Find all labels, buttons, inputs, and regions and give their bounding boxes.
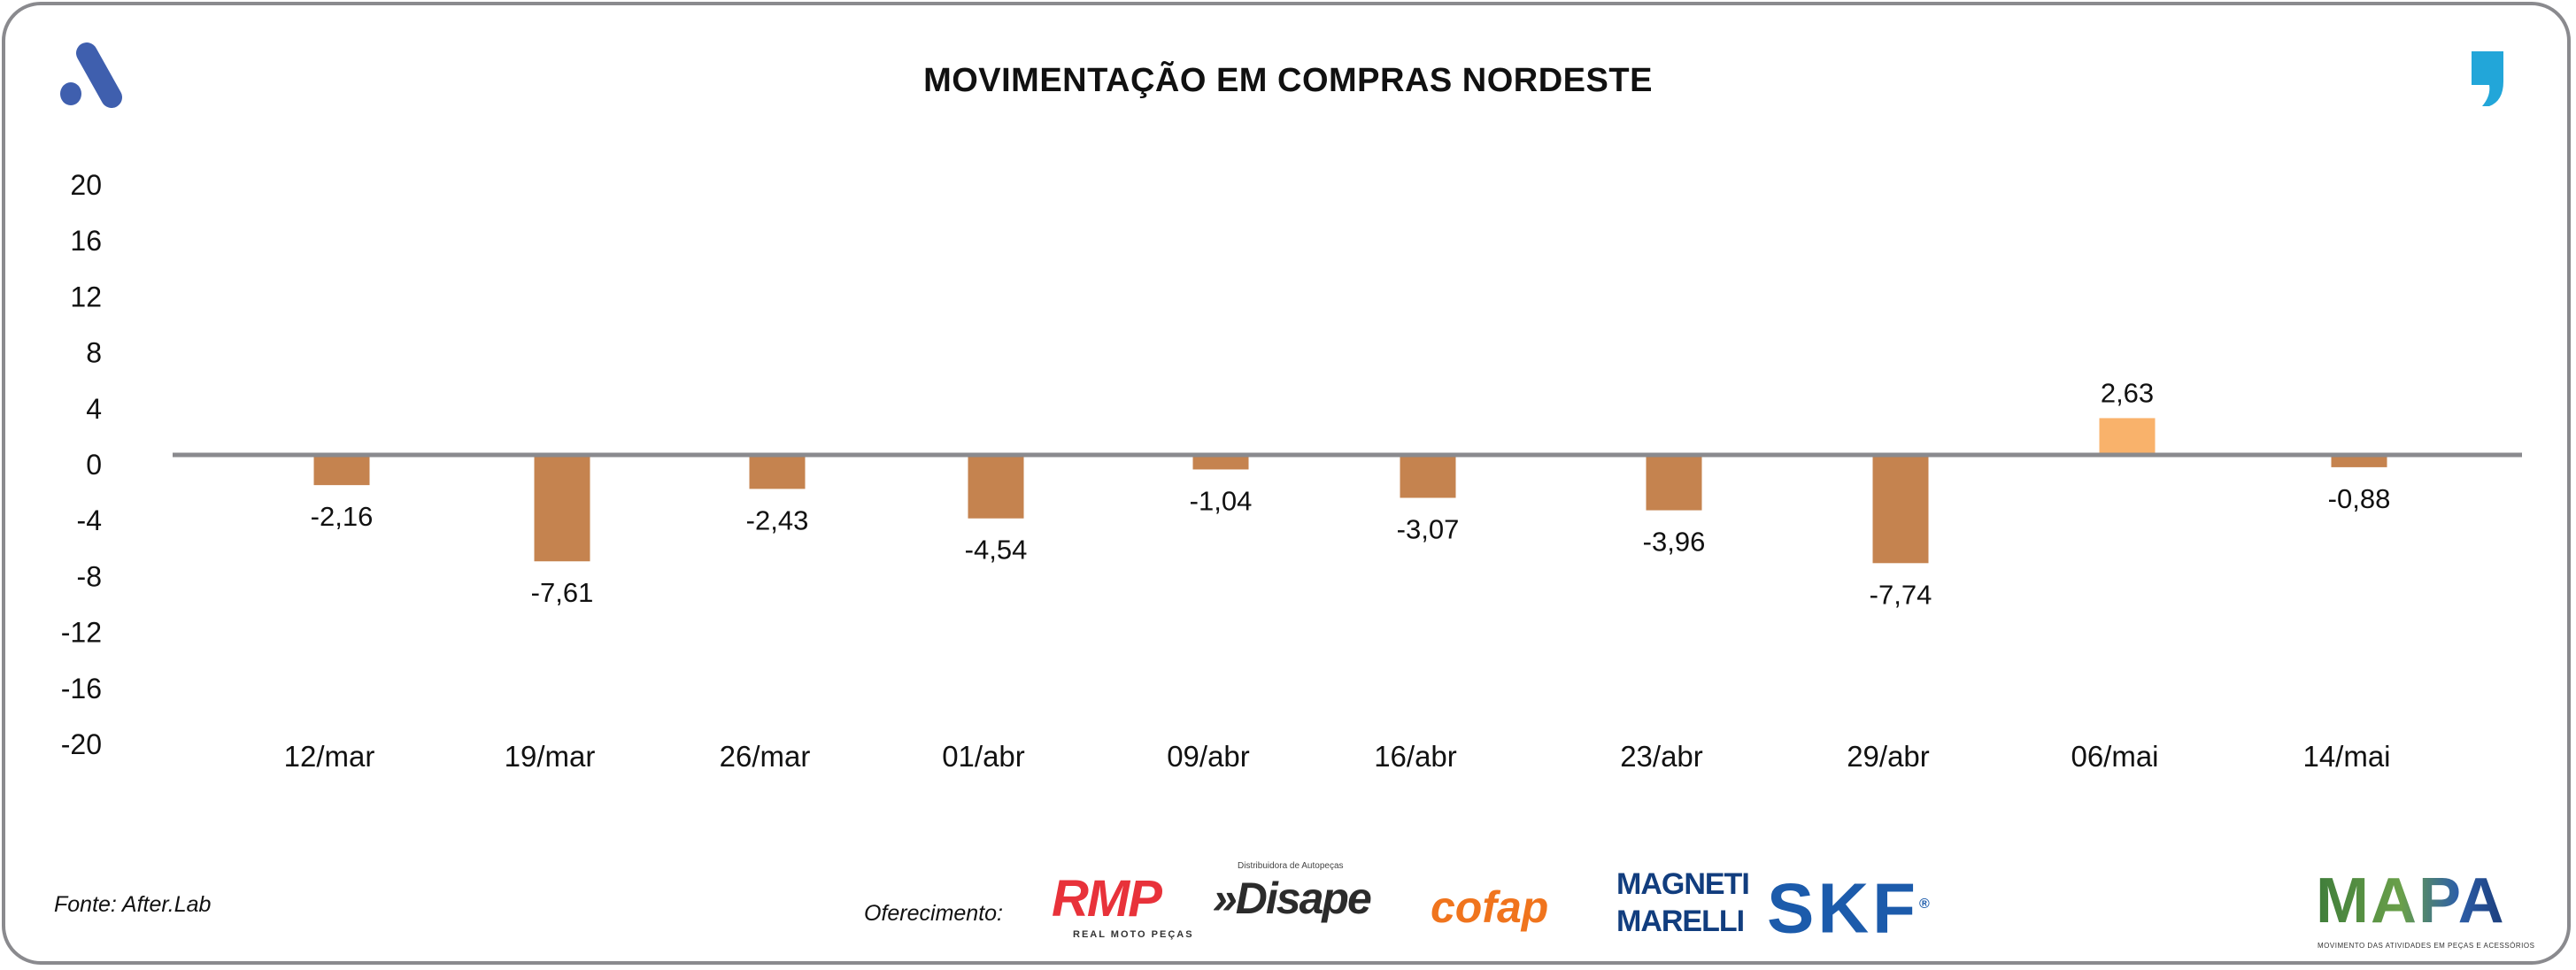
y-tick-label: -4	[77, 504, 102, 536]
cofap-logo: cofap	[1431, 881, 1548, 933]
source-note: Fonte: After.Lab	[54, 892, 212, 917]
data-label: -3,07	[1397, 514, 1460, 545]
mapa-logo-sub: MOVIMENTO DAS ATIVIDADES EM PEÇAS E ACES…	[2318, 942, 2535, 950]
data-label: -2,16	[311, 501, 374, 532]
magneti-marelli-logo: MAGNETI MARELLI	[1616, 866, 1750, 940]
skf-logo: SKF®	[1767, 868, 1933, 948]
y-tick-label: 4	[86, 393, 102, 425]
data-label: -7,61	[531, 577, 594, 608]
y-tick-label: 12	[70, 281, 102, 312]
bar-12/mar	[313, 455, 370, 486]
rmp-logo-text: RMP	[1052, 870, 1162, 928]
disape-logo-sub: Distribuidora de Autopeças	[1238, 861, 1344, 871]
bar-19/mar	[534, 455, 590, 562]
x-tick-label: 01/abr	[942, 740, 1025, 773]
y-tick-label: 0	[86, 449, 102, 481]
x-tick-label: 29/abr	[1847, 740, 1930, 773]
y-axis-ticks: 20 16 12 8 4 0 -4 -8 -12 -16 -20	[61, 169, 102, 760]
chart-title: MOVIMENTAÇÃO EM COMPRAS NORDESTE	[923, 62, 1653, 99]
bar-29/abr	[1872, 455, 1929, 564]
mapa-logo: MAPA	[2316, 866, 2506, 936]
x-tick-label: 26/mar	[720, 740, 811, 773]
data-labels: -2,16 -7,61 -2,43 -4,54 -1,04 -3,07 -3,96 -7,74…	[311, 377, 2391, 610]
y-tick-label: 16	[70, 225, 102, 257]
bars	[313, 418, 2387, 564]
sponsor-label: Oferecimento:	[864, 901, 1004, 926]
data-label: 2,63	[2101, 377, 2154, 408]
x-tick-label: 16/abr	[1374, 740, 1457, 773]
x-tick-label: 19/mar	[505, 740, 596, 773]
rmp-logo-sub: REAL MOTO PEÇAS	[1073, 929, 1194, 940]
y-tick-label: -16	[61, 673, 102, 704]
bar-09/abr	[1192, 455, 1249, 470]
magneti-logo-line1: MAGNETI	[1616, 867, 1750, 901]
x-axis-labels: 12/mar 19/mar 26/mar 01/abr 09/abr 16/abr 23/a…	[284, 740, 2391, 773]
data-label: -0,88	[2328, 483, 2391, 514]
bar-14/mai	[2331, 455, 2387, 467]
bar-16/abr	[1400, 455, 1456, 498]
y-tick-label: -12	[61, 617, 102, 649]
disape-logo: Distribuidora de Autopeças »Disape	[1213, 860, 1372, 924]
skf-logo-text: SKF	[1767, 868, 1919, 948]
data-label: -7,74	[1870, 579, 1932, 610]
data-label: -2,43	[746, 504, 809, 535]
x-tick-label: 06/mai	[2071, 740, 2158, 773]
y-tick-label: -20	[61, 728, 102, 760]
y-tick-label: -8	[77, 560, 102, 592]
x-tick-label: 09/abr	[1167, 740, 1250, 773]
bar-01/abr	[968, 455, 1024, 519]
x-tick-label: 23/abr	[1620, 740, 1703, 773]
data-label: -4,54	[965, 535, 1028, 566]
cofap-logo-text: cofap	[1431, 882, 1549, 932]
aftermarket-a-logo-icon	[60, 42, 122, 108]
y-tick-label: 20	[70, 169, 102, 201]
data-label: -3,96	[1643, 527, 1706, 558]
magneti-logo-line2: MARELLI	[1616, 905, 1745, 938]
rmp-logo: RMP REAL MOTO PEÇAS	[1052, 871, 1194, 942]
disape-logo-text: »Disape	[1213, 874, 1372, 923]
bar-23/abr	[1646, 455, 1702, 511]
comma-logo-icon	[2472, 51, 2503, 106]
x-tick-label: 12/mar	[284, 740, 375, 773]
y-tick-label: 8	[86, 337, 102, 369]
bar-26/mar	[749, 455, 806, 489]
x-tick-label: 14/mai	[2302, 740, 2390, 773]
bar-06/mai	[2099, 418, 2156, 455]
data-label: -1,04	[1190, 485, 1253, 516]
